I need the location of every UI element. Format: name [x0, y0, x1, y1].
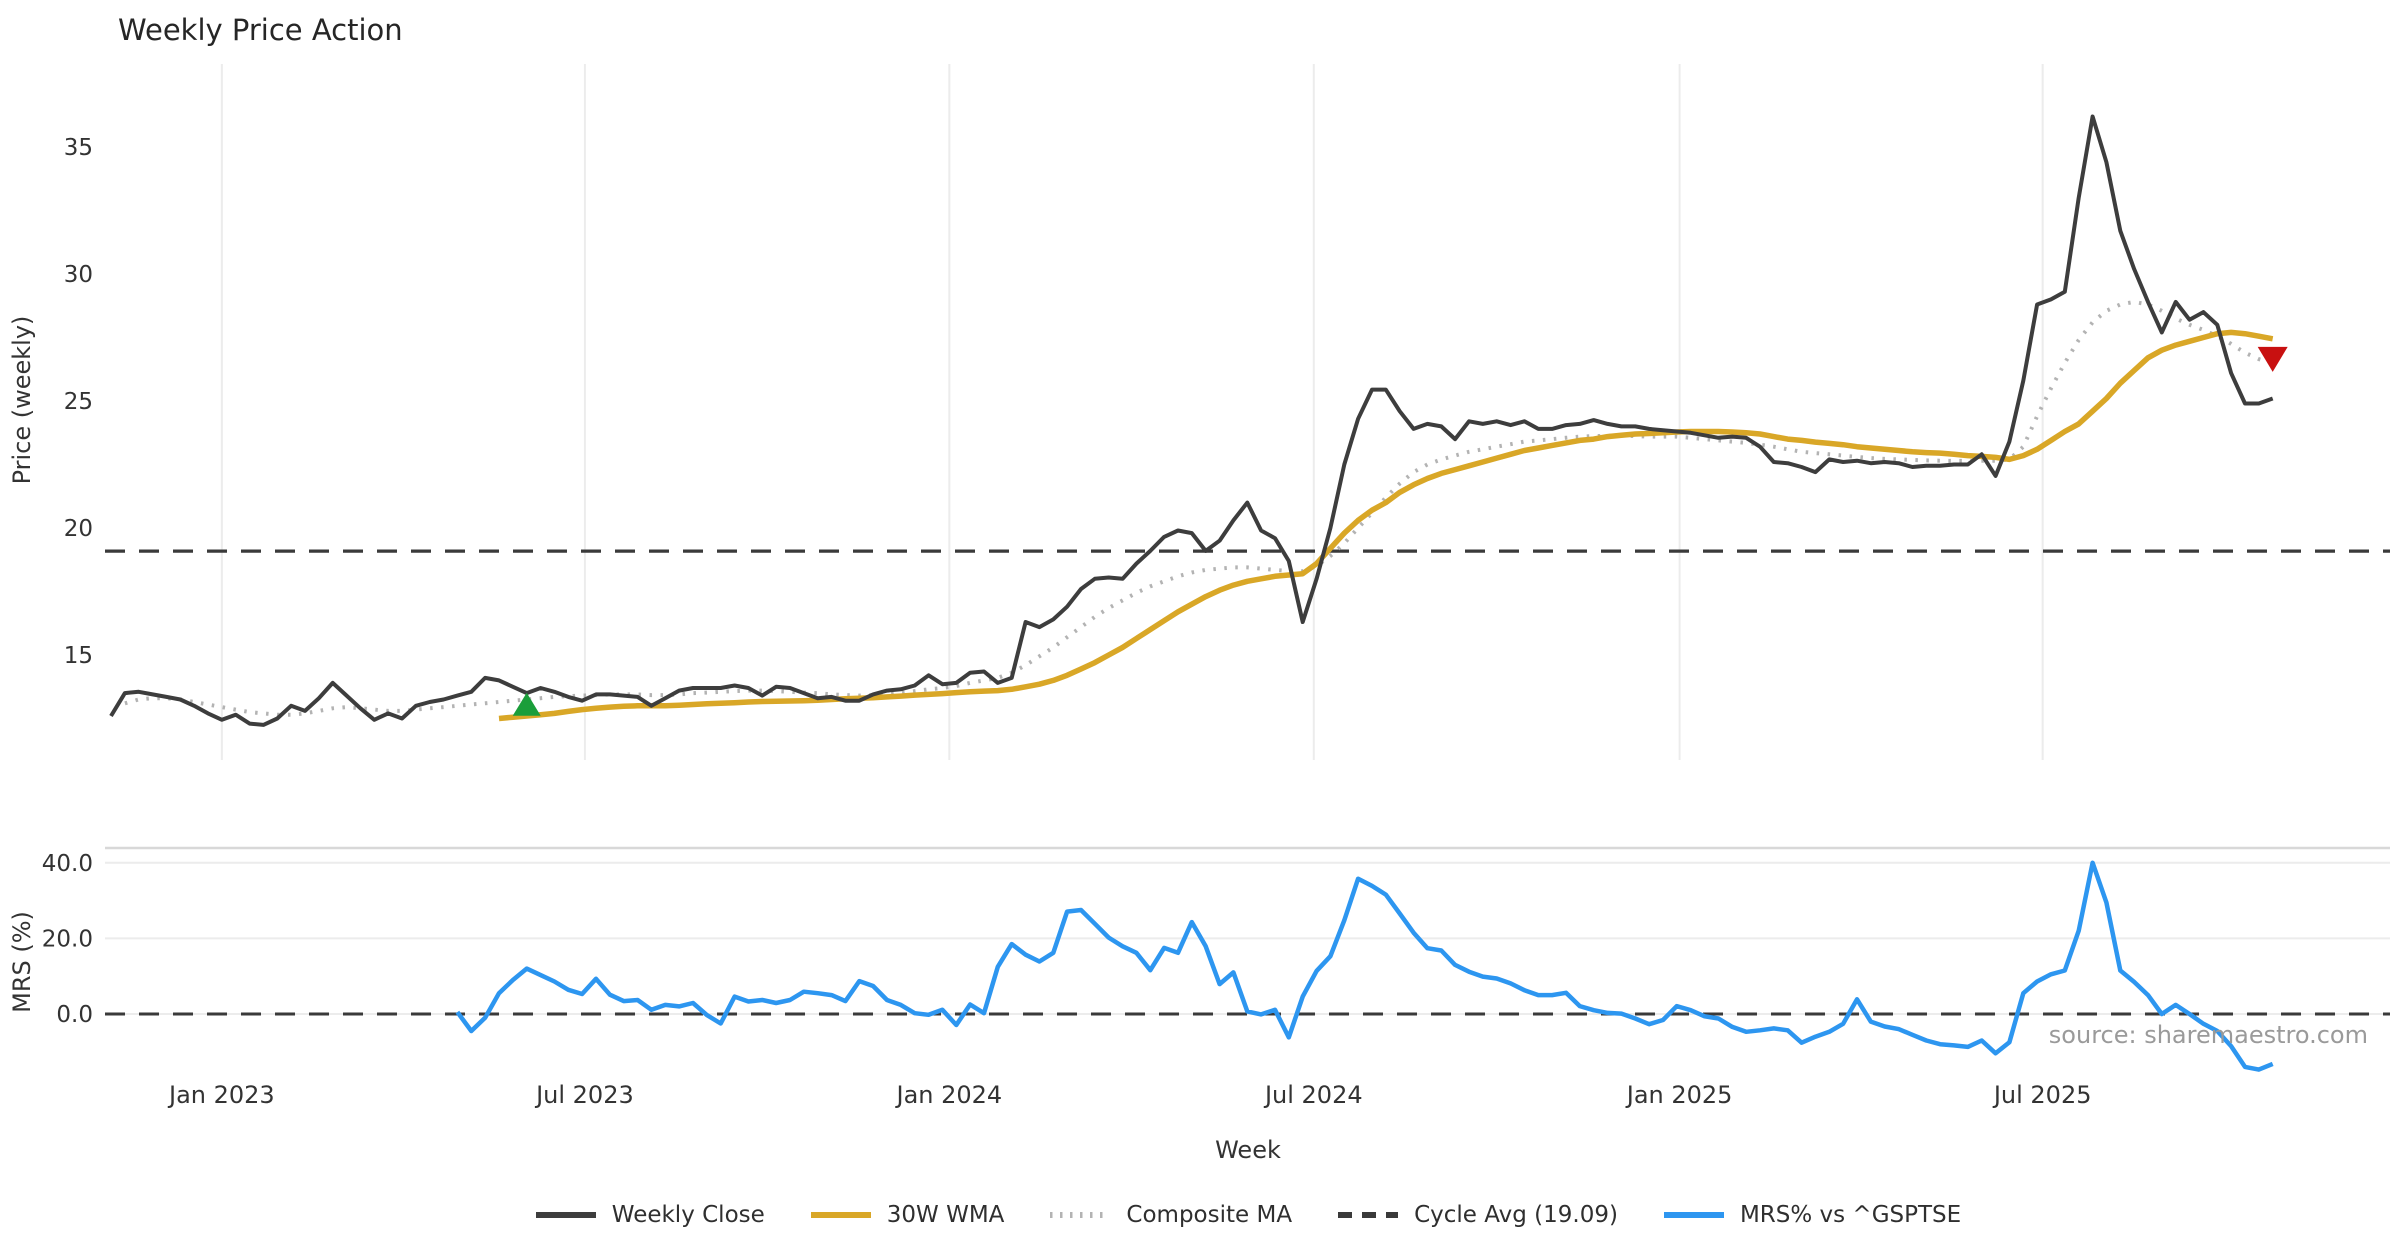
price-panel-gridlines: [220, 64, 2044, 760]
cycle-avg-swatch-icon: [1338, 1212, 1399, 1218]
x-tick-label: Jul 2024: [1263, 1081, 1363, 1109]
mrs-line: [455, 860, 2274, 1072]
buy-signal-icon: [512, 692, 541, 716]
legend-item-cycle-avg: Cycle Avg (19.09): [1336, 1202, 1618, 1228]
chart-legend: Weekly Close 30W WMA Composite MA Cycle Avg…: [105, 1202, 2390, 1228]
x-tick-label: Jan 2025: [1625, 1081, 1733, 1109]
legend-item-weekly-close: Weekly Close: [534, 1202, 765, 1228]
mrs-tick-label: 0.0: [56, 1002, 93, 1028]
price-tick-label: 20: [64, 516, 93, 542]
legend-label-wma-30w: 30W WMA: [886, 1202, 1005, 1228]
source-note: source: sharemaestro.com: [2049, 1021, 2368, 1049]
chart-title: Weekly Price Action: [118, 13, 403, 47]
price-series: [105, 114, 2390, 727]
mrs-gsptse-swatch-icon: [1663, 1212, 1724, 1218]
x-tick-label: Jul 2023: [534, 1081, 634, 1109]
mrs-panel-gridlines: [105, 846, 2390, 1016]
price-tick-label: 15: [64, 643, 93, 669]
legend-item-wma-30w: 30W WMA: [809, 1202, 1005, 1228]
price-tick-label: 25: [64, 389, 93, 415]
legend-label-cycle-avg: Cycle Avg (19.09): [1414, 1202, 1618, 1228]
x-tick-label: Jan 2023: [167, 1081, 275, 1109]
weekly-close-swatch-icon: [535, 1212, 596, 1218]
x-axis-label: Week: [1215, 1136, 1281, 1164]
mrs-tick-label: 40.0: [42, 851, 93, 877]
weekly-close-line: [109, 114, 2274, 727]
mrs-axis-ticks: 0.0 20.0 40.0: [42, 851, 93, 1028]
signal-markers: [512, 346, 2288, 716]
legend-item-composite-ma: Composite MA: [1048, 1202, 1292, 1228]
price-axis-label: Price (weekly): [8, 316, 36, 485]
price-tick-label: 35: [64, 135, 93, 161]
legend-label-composite-ma: Composite MA: [1126, 1202, 1293, 1228]
x-tick-label: Jul 2025: [1992, 1081, 2092, 1109]
sell-signal-icon: [2257, 346, 2288, 372]
price-tick-label: 30: [64, 262, 93, 288]
price-axis-ticks: 15 20 25 30 35: [64, 135, 93, 669]
mrs-series: [455, 860, 2274, 1072]
legend-label-mrs-gsptse: MRS% vs ^GSPTSE: [1739, 1202, 1962, 1228]
x-axis-ticks: Jan 2023 Jul 2023 Jan 2024 Jul 2024 Jan 2025…: [167, 1081, 2091, 1109]
mrs-tick-label: 20.0: [42, 926, 93, 952]
x-tick-label: Jan 2024: [894, 1081, 1002, 1109]
composite-ma-line: [124, 299, 2274, 717]
mrs-axis-label: MRS (%): [8, 911, 36, 1013]
legend-item-mrs-gsptse: MRS% vs ^GSPTSE: [1662, 1202, 1961, 1228]
composite-ma-swatch-icon: [1050, 1212, 1111, 1218]
legend-label-weekly-close: Weekly Close: [611, 1202, 765, 1228]
wma-30w-swatch-icon: [810, 1212, 871, 1218]
